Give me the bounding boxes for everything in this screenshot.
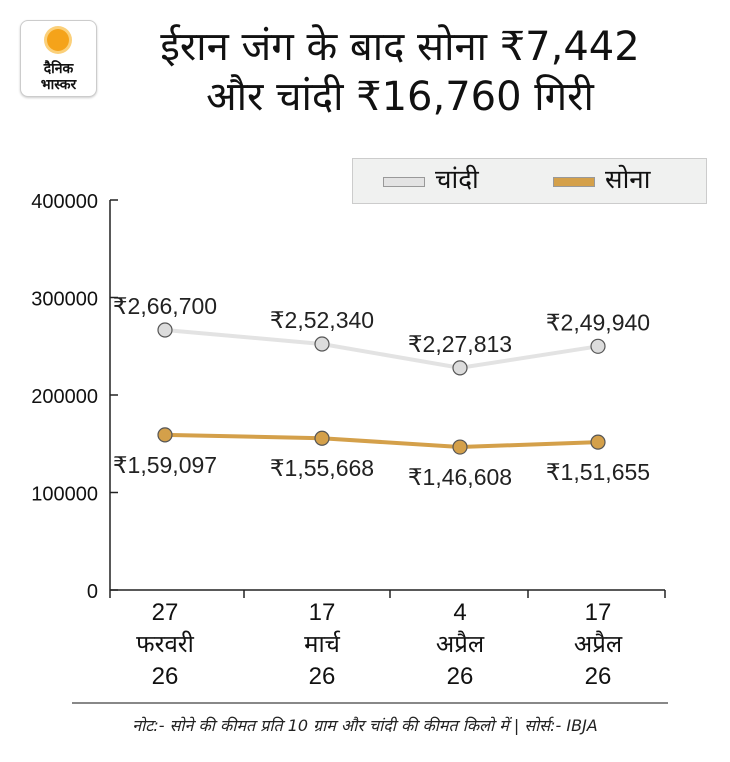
data-point bbox=[314, 430, 330, 446]
logo-text-2: भास्कर bbox=[40, 77, 77, 93]
x-tick-label: फरवरी bbox=[136, 630, 194, 658]
data-point bbox=[452, 439, 468, 455]
x-tick-label: 17 bbox=[309, 599, 336, 626]
data-label: ₹1,46,608 bbox=[408, 464, 512, 490]
x-tick-label: 17 bbox=[585, 599, 612, 626]
headline: ईरान जंग के बाद सोना ₹7,442 और चांदी ₹16… bbox=[100, 22, 700, 122]
data-label: ₹2,66,700 bbox=[113, 293, 217, 319]
x-tick-label: मार्च bbox=[304, 630, 341, 658]
y-tick-label: 100000 bbox=[31, 484, 98, 506]
x-tick-label: अप्रैल bbox=[436, 630, 485, 658]
x-tick-label: 4 bbox=[453, 599, 466, 626]
series-line-1 bbox=[164, 432, 599, 450]
y-tick-label: 0 bbox=[87, 581, 98, 603]
data-label: ₹2,52,340 bbox=[270, 307, 374, 333]
x-tick-label: 26 bbox=[309, 663, 336, 690]
y-tick-label: 400000 bbox=[31, 191, 98, 213]
sun-icon bbox=[47, 29, 69, 51]
y-tick-label: 200000 bbox=[31, 386, 98, 408]
logo-text-1: दैनिक bbox=[43, 61, 74, 77]
legend-label-gold: सोना bbox=[605, 165, 651, 195]
x-tick-label: अप्रैल bbox=[574, 630, 623, 658]
x-tick-label: 26 bbox=[447, 663, 474, 690]
legend-label-silver: चांदी bbox=[435, 165, 479, 195]
data-label: ₹1,55,668 bbox=[270, 455, 374, 481]
x-tick-label: 26 bbox=[152, 663, 179, 690]
dainik-bhaskar-logo: दैनिक भास्कर bbox=[20, 20, 97, 97]
legend-swatch-silver bbox=[383, 177, 425, 187]
legend: चांदी सोना bbox=[352, 158, 707, 204]
series-line-0 bbox=[164, 327, 599, 370]
data-point bbox=[590, 338, 606, 354]
divider bbox=[72, 702, 668, 704]
data-label: ₹2,49,940 bbox=[546, 309, 650, 335]
data-point bbox=[157, 427, 173, 443]
legend-swatch-gold bbox=[553, 177, 595, 187]
data-point bbox=[314, 336, 330, 352]
data-point bbox=[157, 322, 173, 338]
data-label: ₹1,59,097 bbox=[113, 452, 217, 478]
footer-note: नोट:- सोने की कीमत प्रति 10 ग्राम और चां… bbox=[132, 716, 598, 735]
data-point bbox=[452, 360, 468, 376]
data-label: ₹2,27,813 bbox=[408, 331, 512, 357]
data-point bbox=[590, 434, 606, 450]
headline-line-1: ईरान जंग के बाद सोना ₹7,442 bbox=[160, 24, 640, 70]
data-label: ₹1,51,655 bbox=[546, 459, 650, 485]
x-tick-label: 26 bbox=[585, 663, 612, 690]
headline-line-2: और चांदी ₹16,760 गिरी bbox=[206, 74, 594, 120]
y-tick-label: 300000 bbox=[31, 289, 98, 311]
x-tick-label: 27 bbox=[152, 599, 179, 626]
